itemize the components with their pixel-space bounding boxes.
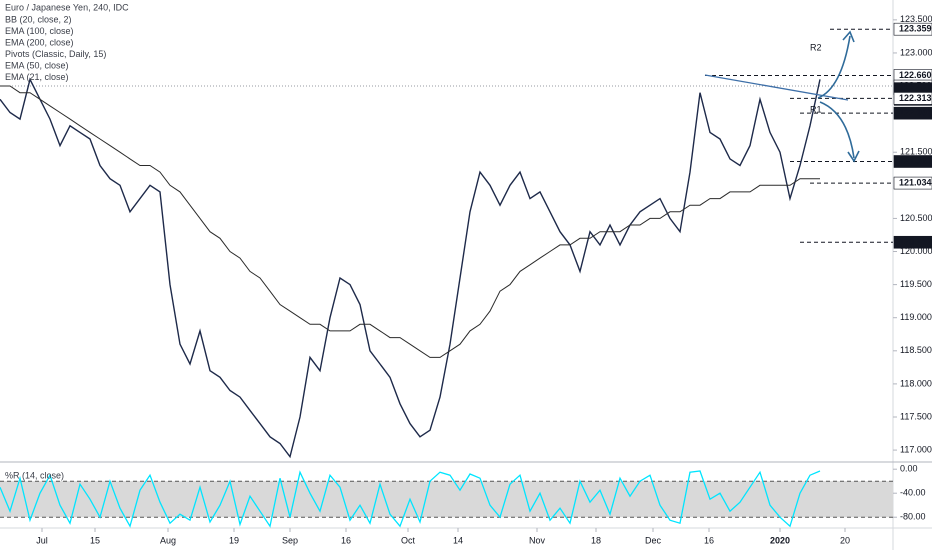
x-tick-label: 19 bbox=[229, 535, 239, 545]
legend-title: Euro / Japanese Yen, 240, IDC bbox=[5, 2, 129, 12]
y-tick-label: 123.500 bbox=[900, 14, 932, 24]
y-tick-label: 118.000 bbox=[900, 378, 932, 388]
x-tick-label: Dec bbox=[645, 535, 662, 545]
y-tick-label: 123.000 bbox=[900, 47, 932, 57]
legend-item: EMA (200, close) bbox=[5, 37, 74, 47]
y-tick-label: 117.500 bbox=[900, 411, 932, 421]
price-label: 121.360 bbox=[899, 156, 932, 166]
price-label-box bbox=[893, 106, 932, 120]
x-tick-label: 16 bbox=[704, 535, 714, 545]
price-label-box bbox=[893, 92, 932, 105]
legend-item: Pivots (Classic, Daily, 15) bbox=[5, 49, 106, 59]
x-tick-label: Oct bbox=[401, 535, 416, 545]
oscillator-tick-label: -80.00 bbox=[900, 512, 926, 522]
x-tick-label: 16 bbox=[341, 535, 351, 545]
annotation: R1 bbox=[810, 104, 822, 114]
y-tick-label: 119.500 bbox=[900, 279, 932, 289]
price-label: 122.090 bbox=[899, 108, 932, 118]
y-tick-label: 117.000 bbox=[900, 444, 932, 454]
plot-area bbox=[0, 28, 893, 528]
y-tick-label: 120.500 bbox=[900, 213, 932, 223]
arrow-up bbox=[817, 35, 851, 99]
legend-item: EMA (50, close) bbox=[5, 60, 69, 70]
price-label-box bbox=[893, 155, 932, 168]
oscillator-tick-label: 0.00 bbox=[900, 464, 918, 474]
price-label: 122.461 bbox=[899, 83, 932, 93]
oscillator-tick-label: -40.00 bbox=[900, 488, 926, 498]
y-tick-label: 120.000 bbox=[900, 246, 932, 256]
price-label-box bbox=[893, 176, 932, 190]
legend-item: EMA (21, close) bbox=[5, 72, 69, 82]
y-tick-label: 118.500 bbox=[900, 345, 932, 355]
price-label: 121.034 bbox=[899, 177, 932, 187]
price-line bbox=[0, 77, 821, 459]
x-tick-label: 14 bbox=[453, 535, 463, 545]
x-tick-label: Nov bbox=[529, 535, 546, 545]
y-tick-label: 119.000 bbox=[900, 312, 932, 322]
price-label: 122.313 bbox=[899, 93, 932, 103]
x-tick-label: 15 bbox=[90, 535, 100, 545]
price-label: 122.660 bbox=[899, 70, 932, 80]
legend-item: BB (20, close, 2) bbox=[5, 14, 72, 24]
annotation: R2 bbox=[810, 42, 822, 52]
price-label: 123.359 bbox=[899, 24, 932, 34]
price-label: 120.140 bbox=[899, 237, 932, 247]
price-label-box bbox=[893, 235, 932, 249]
arrow-down-head bbox=[847, 150, 860, 163]
x-tick-label: Jul bbox=[36, 535, 48, 545]
x-tick-label: 2020 bbox=[770, 535, 790, 545]
legend-item: EMA (100, close) bbox=[5, 26, 74, 36]
ema-line bbox=[0, 85, 820, 358]
trend-line bbox=[704, 74, 849, 101]
x-tick-label: Aug bbox=[160, 535, 176, 545]
oscillator-band bbox=[0, 481, 893, 518]
y-tick-label: 121.500 bbox=[900, 147, 932, 157]
oscillator-legend: %R (14, close) bbox=[5, 470, 64, 480]
oscillator-line bbox=[0, 470, 821, 528]
x-tick-label: 18 bbox=[591, 535, 601, 545]
price-label-box bbox=[893, 22, 932, 36]
arrow-up-head bbox=[842, 30, 855, 43]
arrow-down bbox=[819, 101, 855, 159]
x-tick-label: Sep bbox=[282, 535, 298, 545]
x-tick-label: 20 bbox=[840, 535, 850, 545]
